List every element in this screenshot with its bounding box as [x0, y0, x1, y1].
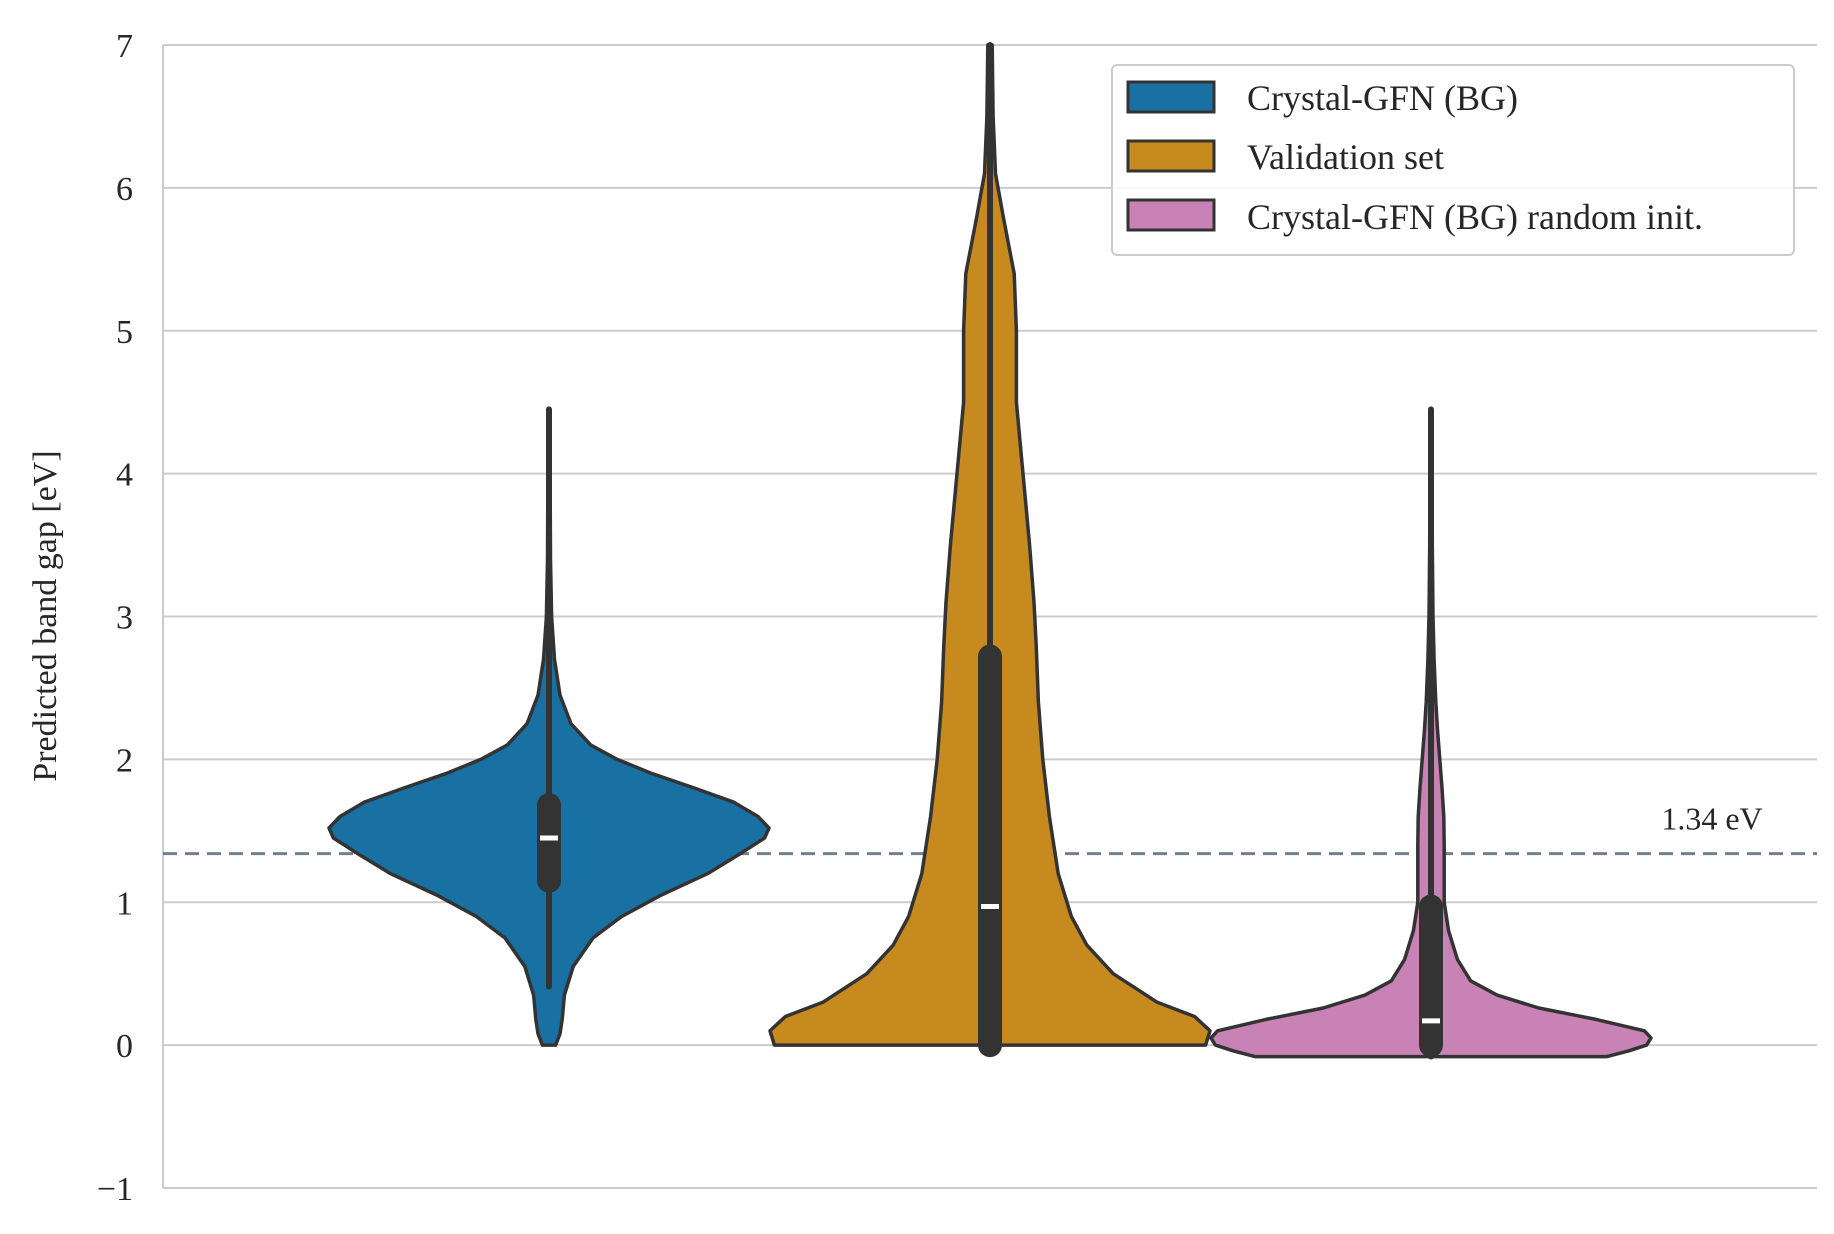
reference-line-label: 1.34 eV: [1661, 801, 1762, 837]
violins: [327, 42, 1653, 1060]
y-tick-label: 6: [116, 171, 133, 208]
legend-swatch: [1126, 198, 1216, 232]
legend: Crystal-GFN (BG) Validation set Crystal-…: [1111, 64, 1795, 256]
y-tick-labels: −1 0 1 2 3 4 5 6 7: [97, 28, 133, 1208]
legend-swatch: [1126, 80, 1216, 114]
legend-label: Validation set: [1247, 137, 1444, 177]
y-tick-label: −1: [97, 1171, 133, 1208]
y-tick-label: 1: [116, 885, 133, 922]
y-tick-label: 2: [116, 742, 133, 779]
y-tick-label: 3: [116, 600, 133, 637]
y-tick-label: 0: [116, 1028, 133, 1065]
legend-swatch: [1126, 139, 1216, 173]
axes: [162, 45, 1817, 1189]
legend-label: Crystal-GFN (BG): [1247, 78, 1518, 118]
y-tick-label: 5: [116, 314, 133, 351]
legend-item: Validation set: [1126, 137, 1444, 177]
legend-item: Crystal-GFN (BG): [1126, 78, 1518, 118]
y-axis-label: Predicted band gap [eV]: [27, 450, 64, 781]
y-tick-label: 4: [116, 457, 133, 494]
legend-frame: [1111, 64, 1795, 256]
legend-item: Crystal-GFN (BG) random init.: [1126, 197, 1703, 237]
legend-label: Crystal-GFN (BG) random init.: [1247, 197, 1703, 237]
y-tick-label: 7: [116, 28, 133, 65]
